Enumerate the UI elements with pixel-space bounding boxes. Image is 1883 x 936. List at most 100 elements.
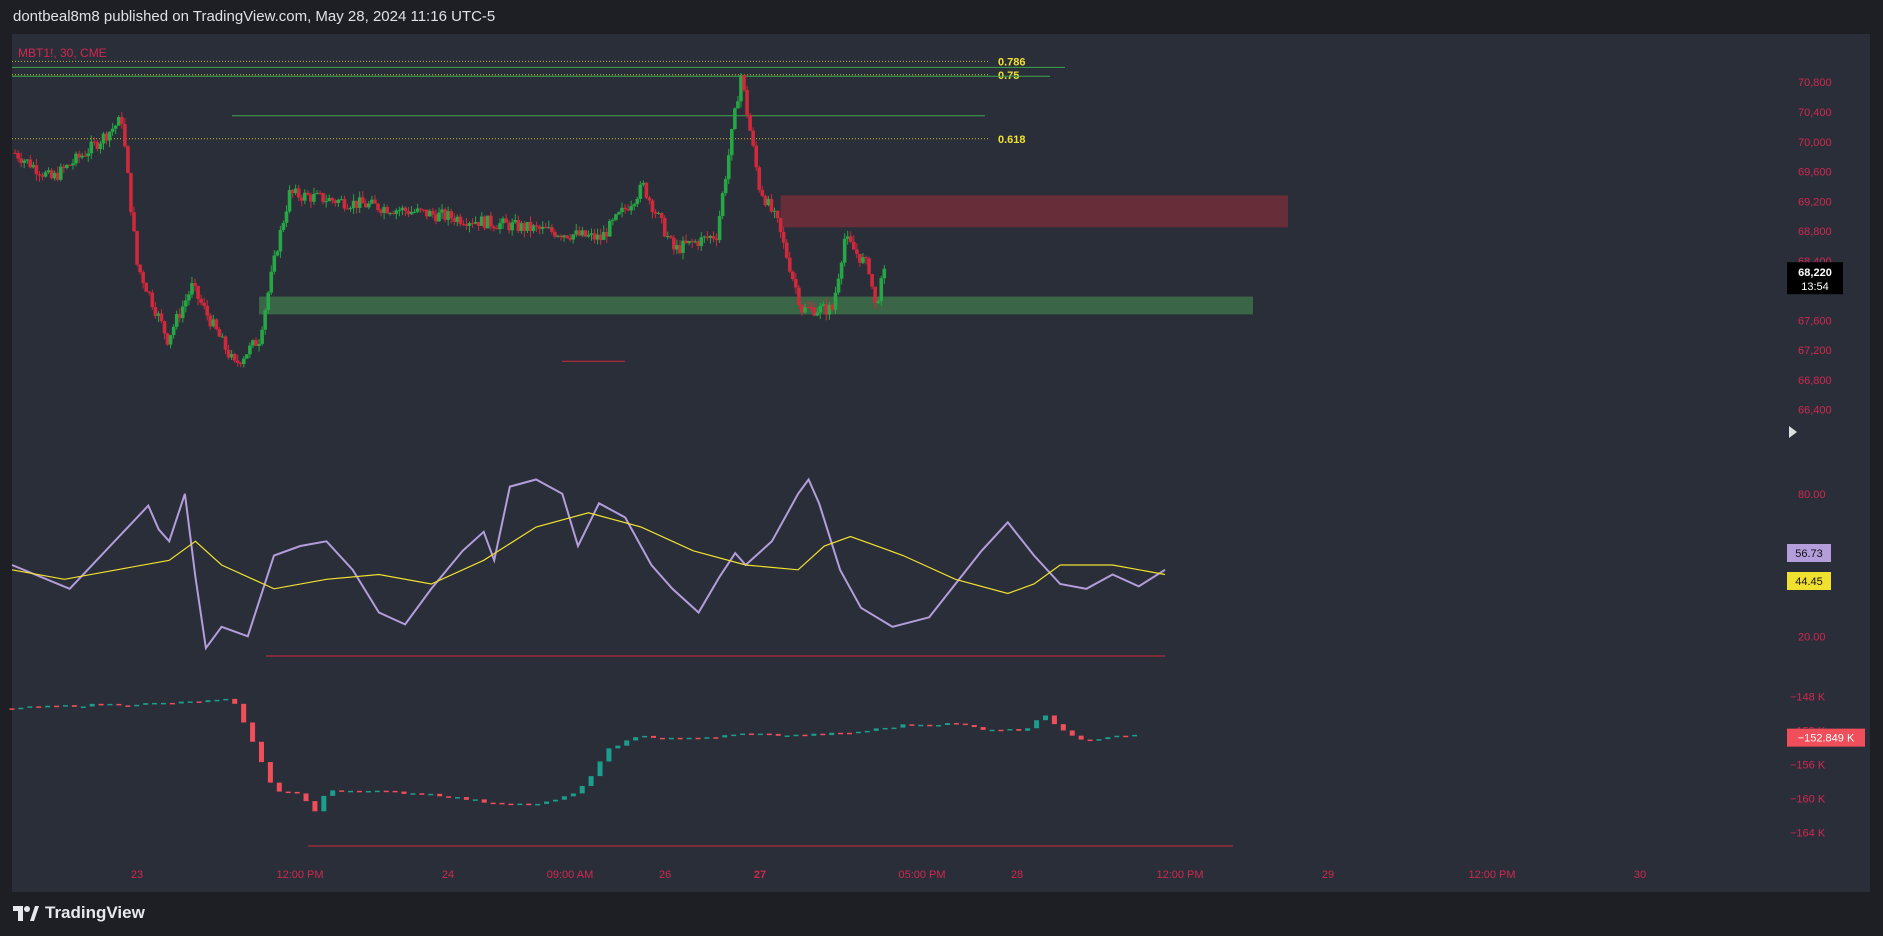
candle	[537, 226, 542, 229]
cvd-axis-label: −160 K	[1790, 793, 1826, 805]
candle	[650, 200, 655, 213]
candle	[461, 223, 466, 225]
candle	[565, 235, 569, 239]
footer: TradingView	[0, 892, 1883, 936]
cvd-bar	[855, 731, 861, 734]
candle	[202, 302, 206, 306]
candle	[330, 198, 335, 201]
candle	[476, 221, 481, 226]
candle	[486, 215, 490, 229]
candle	[74, 153, 78, 164]
candle	[592, 233, 597, 240]
candle	[107, 131, 112, 141]
candle	[123, 124, 127, 147]
candle	[345, 208, 350, 210]
candle	[672, 237, 676, 250]
cvd-bar	[374, 790, 380, 793]
candle	[89, 141, 94, 154]
cvd-bar	[205, 700, 211, 703]
candle	[629, 206, 633, 211]
cvd-bar	[107, 703, 113, 706]
candle	[711, 236, 716, 239]
cvd-bar	[339, 790, 345, 792]
cvd-bar	[410, 793, 416, 795]
candle	[367, 203, 371, 208]
chart-area[interactable]	[12, 34, 1870, 892]
zone-supply	[780, 195, 1288, 228]
candle	[601, 232, 606, 240]
cvd-bar	[490, 802, 496, 805]
cvd-bar	[713, 737, 719, 739]
candle	[43, 172, 48, 177]
candle	[290, 189, 295, 194]
cvd-bar	[659, 737, 665, 740]
candle	[312, 193, 316, 202]
cvd-bar	[348, 790, 354, 793]
cvd-bar	[1034, 720, 1040, 729]
cvd-bar	[134, 704, 140, 707]
candle	[223, 336, 228, 350]
cvd-group	[9, 698, 1138, 812]
candle	[794, 279, 798, 288]
candle	[614, 214, 618, 220]
candle	[653, 212, 658, 214]
candle	[531, 225, 536, 231]
tradingview-logo[interactable]: TradingView	[13, 903, 145, 923]
cvd-bar	[1007, 729, 1013, 731]
time-axis-label: 12:00 PM	[276, 869, 323, 881]
candle	[68, 164, 72, 166]
cvd-bar	[731, 734, 737, 737]
cvd-bar	[80, 706, 86, 708]
candle	[214, 319, 219, 330]
candle	[507, 222, 511, 231]
cvd-bar	[838, 732, 844, 735]
candle	[873, 286, 877, 303]
candle	[287, 189, 292, 212]
cvd-bar	[276, 782, 282, 792]
candle	[324, 201, 328, 203]
cvd-last-label: −152.849 K	[1798, 733, 1855, 745]
rsi-value-label-0: 56.73	[1795, 548, 1823, 560]
fib-label-0.618: 0.618	[998, 134, 1026, 146]
cvd-bar	[980, 727, 986, 730]
candle	[220, 336, 225, 338]
candle	[742, 75, 746, 90]
chart-canvas[interactable]: 0.7860.750.61870,80070,40070,00069,60069…	[0, 0, 1883, 892]
candle	[791, 271, 795, 280]
time-axis-label: 24	[442, 869, 454, 881]
cvd-bar	[552, 799, 558, 802]
candle	[266, 292, 270, 311]
candle	[138, 264, 142, 273]
cvd-bar	[864, 730, 870, 733]
candle	[208, 315, 213, 327]
candle	[28, 159, 33, 168]
cvd-bar	[463, 797, 469, 800]
cvd-bar	[223, 698, 229, 701]
candle	[403, 207, 408, 211]
candle	[357, 197, 362, 208]
time-axis-label: 05:00 PM	[898, 869, 945, 881]
candle	[574, 230, 579, 235]
candle	[113, 125, 118, 129]
candle	[641, 182, 646, 185]
publish-header: dontbeal8m8 published on TradingView.com…	[0, 0, 1883, 34]
scroll-arrow-icon	[1789, 426, 1797, 438]
candle	[467, 223, 472, 226]
cvd-bar	[294, 791, 300, 794]
cvd-bar	[241, 703, 247, 723]
cvd-bar	[882, 727, 888, 730]
cvd-bar	[481, 799, 487, 803]
candle	[479, 216, 484, 226]
cvd-bar	[624, 740, 630, 746]
candle	[190, 283, 194, 295]
candle	[452, 218, 457, 222]
cvd-bar	[1016, 729, 1022, 731]
candle	[723, 179, 728, 194]
cvd-bar	[116, 703, 122, 706]
cvd-bar	[588, 776, 594, 786]
candle	[354, 200, 359, 208]
candle	[760, 189, 765, 196]
candle	[135, 231, 139, 265]
cvd-bar	[927, 724, 933, 727]
candle	[242, 358, 246, 365]
